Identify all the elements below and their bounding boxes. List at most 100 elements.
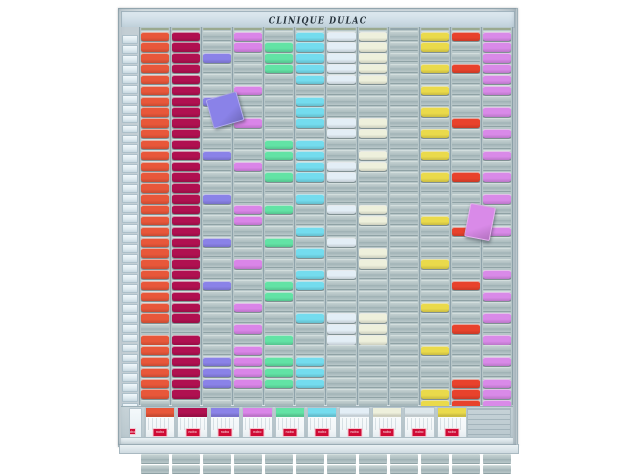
planning-card[interactable]: [203, 356, 232, 367]
column-8-header-tab[interactable]: [358, 28, 387, 30]
card-slot[interactable]: [141, 302, 170, 312]
card-slot[interactable]: [141, 269, 170, 280]
card-slot[interactable]: [265, 63, 294, 74]
card-slot[interactable]: [389, 41, 418, 52]
card-slot[interactable]: [234, 356, 263, 367]
planning-card[interactable]: [296, 31, 325, 41]
planning-card[interactable]: [482, 400, 511, 410]
card-slot[interactable]: [234, 302, 263, 312]
planning-card[interactable]: [327, 74, 356, 85]
planning-card[interactable]: [327, 270, 356, 280]
card-slot[interactable]: [296, 378, 325, 388]
card-slot[interactable]: [203, 182, 232, 193]
card-slot[interactable]: [451, 161, 480, 171]
card-slot[interactable]: [482, 161, 511, 171]
planning-card[interactable]: [358, 215, 387, 226]
card-slot[interactable]: [172, 334, 201, 345]
card-slot[interactable]: [482, 182, 511, 193]
card-slot[interactable]: [141, 128, 170, 139]
planning-card[interactable]: [141, 345, 170, 356]
card-slot[interactable]: [389, 31, 418, 41]
card-slot[interactable]: [296, 193, 325, 204]
card-slot[interactable]: [327, 161, 356, 172]
planning-card[interactable]: [141, 172, 170, 182]
card-slot[interactable]: [358, 182, 387, 193]
planning-card[interactable]: [358, 53, 387, 63]
planning-card[interactable]: [327, 129, 356, 139]
card-slot[interactable]: [203, 41, 232, 52]
card-slot[interactable]: [420, 171, 449, 182]
card-slot[interactable]: [172, 128, 201, 139]
card-slot[interactable]: [482, 139, 511, 150]
card-slot[interactable]: [389, 161, 418, 171]
card-slot[interactable]: [141, 215, 170, 226]
card-slot[interactable]: [389, 302, 418, 312]
card-slot[interactable]: [141, 74, 170, 85]
planning-card[interactable]: [296, 42, 325, 52]
card-slot[interactable]: [265, 193, 294, 204]
card-slot[interactable]: [141, 226, 170, 237]
card-slot[interactable]: [420, 269, 449, 280]
row-index-tab[interactable]: [122, 393, 138, 403]
planning-card[interactable]: [172, 85, 201, 96]
card-slot[interactable]: [234, 367, 263, 378]
card-slot[interactable]: [141, 312, 170, 323]
row-index-tab[interactable]: [122, 224, 138, 233]
card-slot[interactable]: [327, 204, 356, 215]
card-slot[interactable]: [203, 215, 232, 225]
card-slot[interactable]: [172, 237, 201, 247]
card-slot[interactable]: [203, 280, 232, 291]
packet-9[interactable]: nobo: [404, 407, 435, 440]
card-slot[interactable]: [203, 31, 232, 41]
card-slot[interactable]: [141, 182, 170, 193]
card-slot[interactable]: [327, 356, 356, 366]
card-slot[interactable]: [141, 31, 170, 41]
packet-3[interactable]: nobo: [209, 407, 241, 440]
card-slot[interactable]: [141, 161, 170, 172]
card-slot[interactable]: [389, 117, 418, 128]
card-slot[interactable]: [327, 117, 356, 128]
card-slot[interactable]: [172, 182, 201, 193]
card-slot[interactable]: [172, 378, 201, 388]
row-index-tab[interactable]: [122, 184, 138, 194]
row-index-tab[interactable]: [122, 283, 138, 293]
card-slot[interactable]: [203, 193, 232, 204]
card-slot[interactable]: [296, 182, 325, 193]
card-slot[interactable]: [482, 388, 511, 399]
card-slot[interactable]: [389, 52, 418, 63]
card-slot[interactable]: [327, 334, 356, 345]
card-slot[interactable]: [234, 453, 263, 464]
card-slot[interactable]: [327, 139, 356, 150]
card-slot[interactable]: [141, 52, 170, 63]
planning-card[interactable]: [296, 172, 325, 182]
card-slot[interactable]: [172, 258, 201, 269]
card-slot[interactable]: [296, 74, 325, 85]
card-slot[interactable]: [327, 247, 356, 258]
card-slot[interactable]: [358, 85, 387, 95]
card-slot[interactable]: [358, 302, 387, 312]
card-slot[interactable]: [420, 161, 449, 171]
planning-card[interactable]: [482, 335, 511, 345]
planning-card[interactable]: [172, 161, 201, 172]
planning-card[interactable]: [141, 205, 170, 215]
card-slot[interactable]: [420, 85, 449, 96]
planning-card[interactable]: [172, 183, 201, 193]
card-slot[interactable]: [327, 378, 356, 388]
planning-card[interactable]: [265, 53, 294, 63]
planning-card[interactable]: [172, 280, 201, 291]
planning-card[interactable]: [482, 53, 511, 63]
card-slot[interactable]: [203, 312, 232, 323]
row-index-tab[interactable]: [122, 154, 138, 164]
card-slot[interactable]: [234, 106, 263, 117]
card-slot[interactable]: [482, 226, 511, 237]
card-slot[interactable]: [420, 258, 449, 269]
card-slot[interactable]: [482, 85, 511, 96]
planning-card[interactable]: [141, 42, 170, 52]
card-slot[interactable]: [172, 74, 201, 85]
card-slot[interactable]: [451, 106, 480, 117]
planning-card[interactable]: [482, 64, 511, 74]
card-slot[interactable]: [358, 258, 387, 269]
card-slot[interactable]: [420, 106, 449, 117]
card-slot[interactable]: [389, 323, 418, 334]
planning-card[interactable]: [172, 237, 201, 247]
